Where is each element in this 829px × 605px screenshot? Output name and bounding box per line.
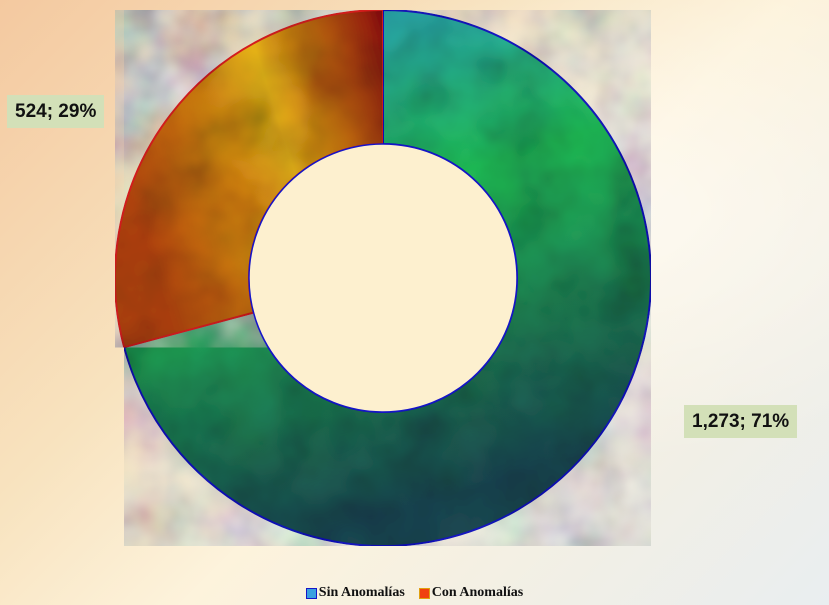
legend-item-con-anomalias[interactable]: Con Anomalías bbox=[418, 585, 524, 601]
legend-swatch-sin-anomalias bbox=[305, 587, 317, 599]
chart-legend: Sin Anomalías Con Anomalías bbox=[0, 585, 829, 601]
donut-slices bbox=[114, 8, 652, 547]
legend-item-sin-anomalias[interactable]: Sin Anomalías bbox=[305, 585, 405, 601]
donut-hole bbox=[248, 143, 518, 413]
legend-swatch-con-anomalias bbox=[418, 587, 430, 599]
data-label-con-anomalias: 524; 29% bbox=[7, 95, 105, 128]
legend-label-sin-anomalias: Sin Anomalías bbox=[318, 585, 405, 600]
data-label-sin-anomalias: 1,273; 71% bbox=[684, 405, 798, 438]
legend-label-con-anomalias: Con Anomalías bbox=[431, 585, 524, 600]
